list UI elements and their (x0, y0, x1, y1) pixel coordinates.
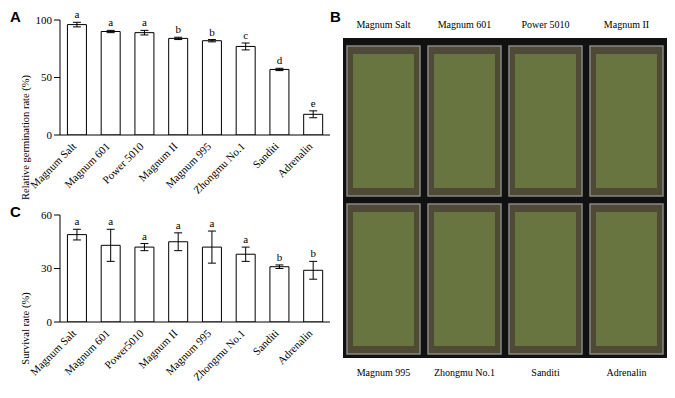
html-text:A: A (10, 8, 21, 25)
svg-text:Adrenalin: Adrenalin (275, 140, 315, 180)
svg-text:Magnum II: Magnum II (604, 19, 649, 30)
svg-text:Magnum 601: Magnum 601 (438, 19, 492, 30)
svg-text:Survival rate (%): Survival rate (%) (20, 292, 32, 365)
svg-text:Magnum 995: Magnum 995 (163, 326, 214, 378)
svg-text:Magnum 995: Magnum 995 (357, 367, 411, 378)
svg-text:a: a (176, 219, 181, 231)
svg-text:Adrenalin: Adrenalin (607, 367, 647, 378)
svg-text:100: 100 (36, 14, 53, 26)
svg-text:0: 0 (47, 129, 53, 141)
svg-text:Zhongmu No.1: Zhongmu No.1 (434, 367, 495, 378)
svg-text:Adrenalin: Adrenalin (275, 327, 315, 367)
svg-text:Sanditi: Sanditi (531, 367, 560, 378)
html-text:B: B (330, 8, 341, 25)
html-text:C: C (10, 203, 21, 220)
svg-text:60: 60 (41, 209, 53, 221)
svg-text:Magnum 601: Magnum 601 (61, 139, 112, 191)
svg-text:c: c (243, 29, 248, 41)
svg-text:Zhongmu No.1: Zhongmu No.1 (191, 140, 247, 196)
svg-text:a: a (108, 16, 113, 28)
svg-text:b: b (310, 247, 316, 259)
svg-text:Sanditi: Sanditi (250, 140, 281, 171)
svg-text:Magnum II: Magnum II (135, 326, 180, 371)
svg-text:Relative germination rate (%): Relative germination rate (%) (20, 74, 32, 200)
svg-text:b: b (209, 26, 215, 38)
svg-text:0: 0 (47, 316, 53, 328)
svg-text:Sanditi: Sanditi (250, 327, 281, 358)
svg-text:a: a (74, 215, 79, 227)
svg-text:Magnum Salt: Magnum Salt (356, 19, 410, 30)
svg-text:Power5010: Power5010 (101, 326, 146, 371)
svg-text:b: b (175, 23, 181, 35)
svg-text:30: 30 (41, 262, 53, 274)
svg-text:Magnum Salt: Magnum Salt (27, 139, 79, 191)
svg-text:Magnum 601: Magnum 601 (62, 327, 112, 377)
svg-text:Power 5010: Power 5010 (521, 19, 569, 30)
svg-text:a: a (209, 217, 214, 229)
svg-text:e: e (311, 97, 316, 109)
svg-text:a: a (74, 8, 79, 20)
svg-text:a: a (142, 230, 147, 242)
svg-text:Zhongmu No.1: Zhongmu No.1 (191, 327, 247, 383)
svg-text:a: a (142, 16, 147, 28)
svg-text:Magnum 995: Magnum 995 (163, 139, 214, 191)
svg-text:b: b (277, 251, 283, 263)
svg-text:a: a (108, 215, 113, 227)
svg-text:Power 5010: Power 5010 (99, 139, 146, 186)
svg-text:d: d (277, 54, 283, 66)
svg-text:Magnum II: Magnum II (135, 139, 180, 184)
svg-text:a: a (243, 233, 248, 245)
svg-text:50: 50 (41, 71, 53, 83)
svg-text:Magnum Salt: Magnum Salt (27, 326, 79, 378)
